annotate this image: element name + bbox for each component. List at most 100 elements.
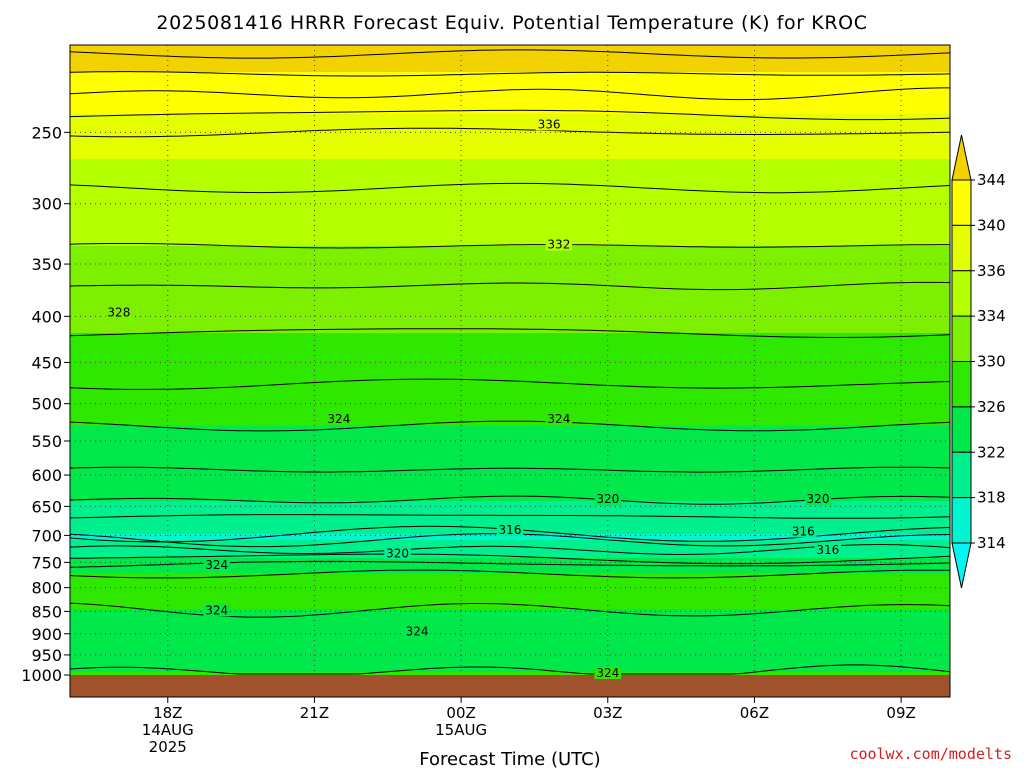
y-tick-label: 450: [31, 353, 62, 372]
field-band: [70, 75, 950, 79]
field-band: [70, 297, 950, 301]
field-band: [70, 372, 950, 376]
field-band: [70, 60, 950, 64]
field-band: [70, 519, 950, 523]
field-band: [70, 477, 950, 481]
field-band: [70, 411, 950, 415]
contour-label-bg: [203, 558, 230, 571]
contour-label: 324: [596, 666, 619, 680]
field-band: [70, 222, 950, 226]
field-band: [70, 375, 950, 379]
contour-label-bg: [384, 547, 411, 560]
contour-line: [69, 543, 951, 556]
field-band: [70, 642, 950, 646]
field-band: [70, 618, 950, 622]
colorbar-label: 334: [977, 307, 1006, 325]
contour-label: 336: [538, 117, 561, 131]
field-band: [70, 294, 950, 298]
field-band: [70, 591, 950, 595]
field-band: [70, 57, 950, 61]
contour-line: [69, 420, 951, 432]
field-band: [70, 150, 950, 154]
colorbar-label: 344: [977, 171, 1006, 189]
ground-fill: [70, 675, 950, 697]
field-band: [70, 51, 950, 55]
field-band: [70, 453, 950, 457]
field-band: [70, 108, 950, 112]
field-band: [70, 510, 950, 514]
y-tick-label: 1000: [21, 666, 62, 685]
field-band: [70, 246, 950, 250]
x-tick-label: 06Z: [740, 704, 769, 722]
contour-label-bg: [790, 525, 817, 538]
field-band: [70, 543, 950, 547]
y-axis: 250 300 350 400 450 500 550 600 650 700 750 800 850 9…: [21, 123, 70, 685]
field-band: [70, 366, 950, 370]
field-band: [70, 249, 950, 253]
field-band: [70, 429, 950, 433]
field-band: [70, 582, 950, 586]
y-tick-label: 850: [31, 602, 62, 621]
field-band: [70, 552, 950, 556]
contour-line: [69, 71, 951, 77]
field-band: [70, 333, 950, 337]
y-tick-label: 650: [31, 497, 62, 516]
field-band: [70, 165, 950, 169]
field-band: [70, 435, 950, 439]
contour-label: 324: [547, 412, 570, 426]
field-band: [70, 129, 950, 133]
field-band: [70, 600, 950, 604]
field-band: [70, 102, 950, 106]
field-band: [70, 309, 950, 313]
field-band: [70, 639, 950, 643]
field-band: [70, 105, 950, 109]
field-band: [70, 78, 950, 82]
field-band: [70, 417, 950, 421]
y-tick-label: 900: [31, 625, 62, 644]
contour-label-bg: [403, 625, 431, 638]
field-band: [70, 228, 950, 232]
field-band: [70, 378, 950, 382]
colorbar-label: 314: [977, 534, 1006, 552]
field-band: [70, 351, 950, 355]
field-band: [70, 234, 950, 238]
contour-line: [69, 127, 951, 138]
field-band: [70, 159, 950, 163]
field-band: [70, 621, 950, 625]
y-tick-label: 600: [31, 466, 62, 485]
field-band: [70, 144, 950, 148]
field-band: [70, 216, 950, 220]
field-band: [70, 474, 950, 478]
x-tick-year: 2025: [149, 738, 187, 756]
contour-label-bg: [496, 523, 524, 536]
field-band: [70, 612, 950, 616]
field-band: [70, 345, 950, 349]
contour-label: 328: [107, 305, 130, 319]
field-band: [70, 240, 950, 244]
field-band: [70, 468, 950, 472]
colorbar-swatch: [951, 179, 972, 226]
plot-field: [70, 45, 950, 676]
field-band: [70, 444, 950, 448]
field-band: [70, 387, 950, 391]
field-band: [70, 576, 950, 580]
contour-label: 320: [386, 546, 409, 560]
field-band: [70, 321, 950, 325]
contour-label-bg: [105, 306, 133, 319]
field-band: [70, 210, 950, 214]
field-band: [70, 513, 950, 517]
field-band: [70, 609, 950, 613]
contour-label: 324: [205, 558, 228, 572]
contour-line: [69, 514, 951, 519]
field-band: [70, 603, 950, 607]
field-band: [70, 495, 950, 499]
field-band: [70, 420, 950, 424]
contour-line: [69, 87, 950, 101]
x-axis-title: Forecast Time (UTC): [419, 749, 600, 768]
contour-label: 324: [205, 603, 228, 617]
field-band: [70, 270, 950, 274]
y-tick-label: 350: [31, 255, 62, 274]
credit-text: coolwx.com/modelts: [849, 745, 1012, 763]
field-band: [70, 483, 950, 487]
